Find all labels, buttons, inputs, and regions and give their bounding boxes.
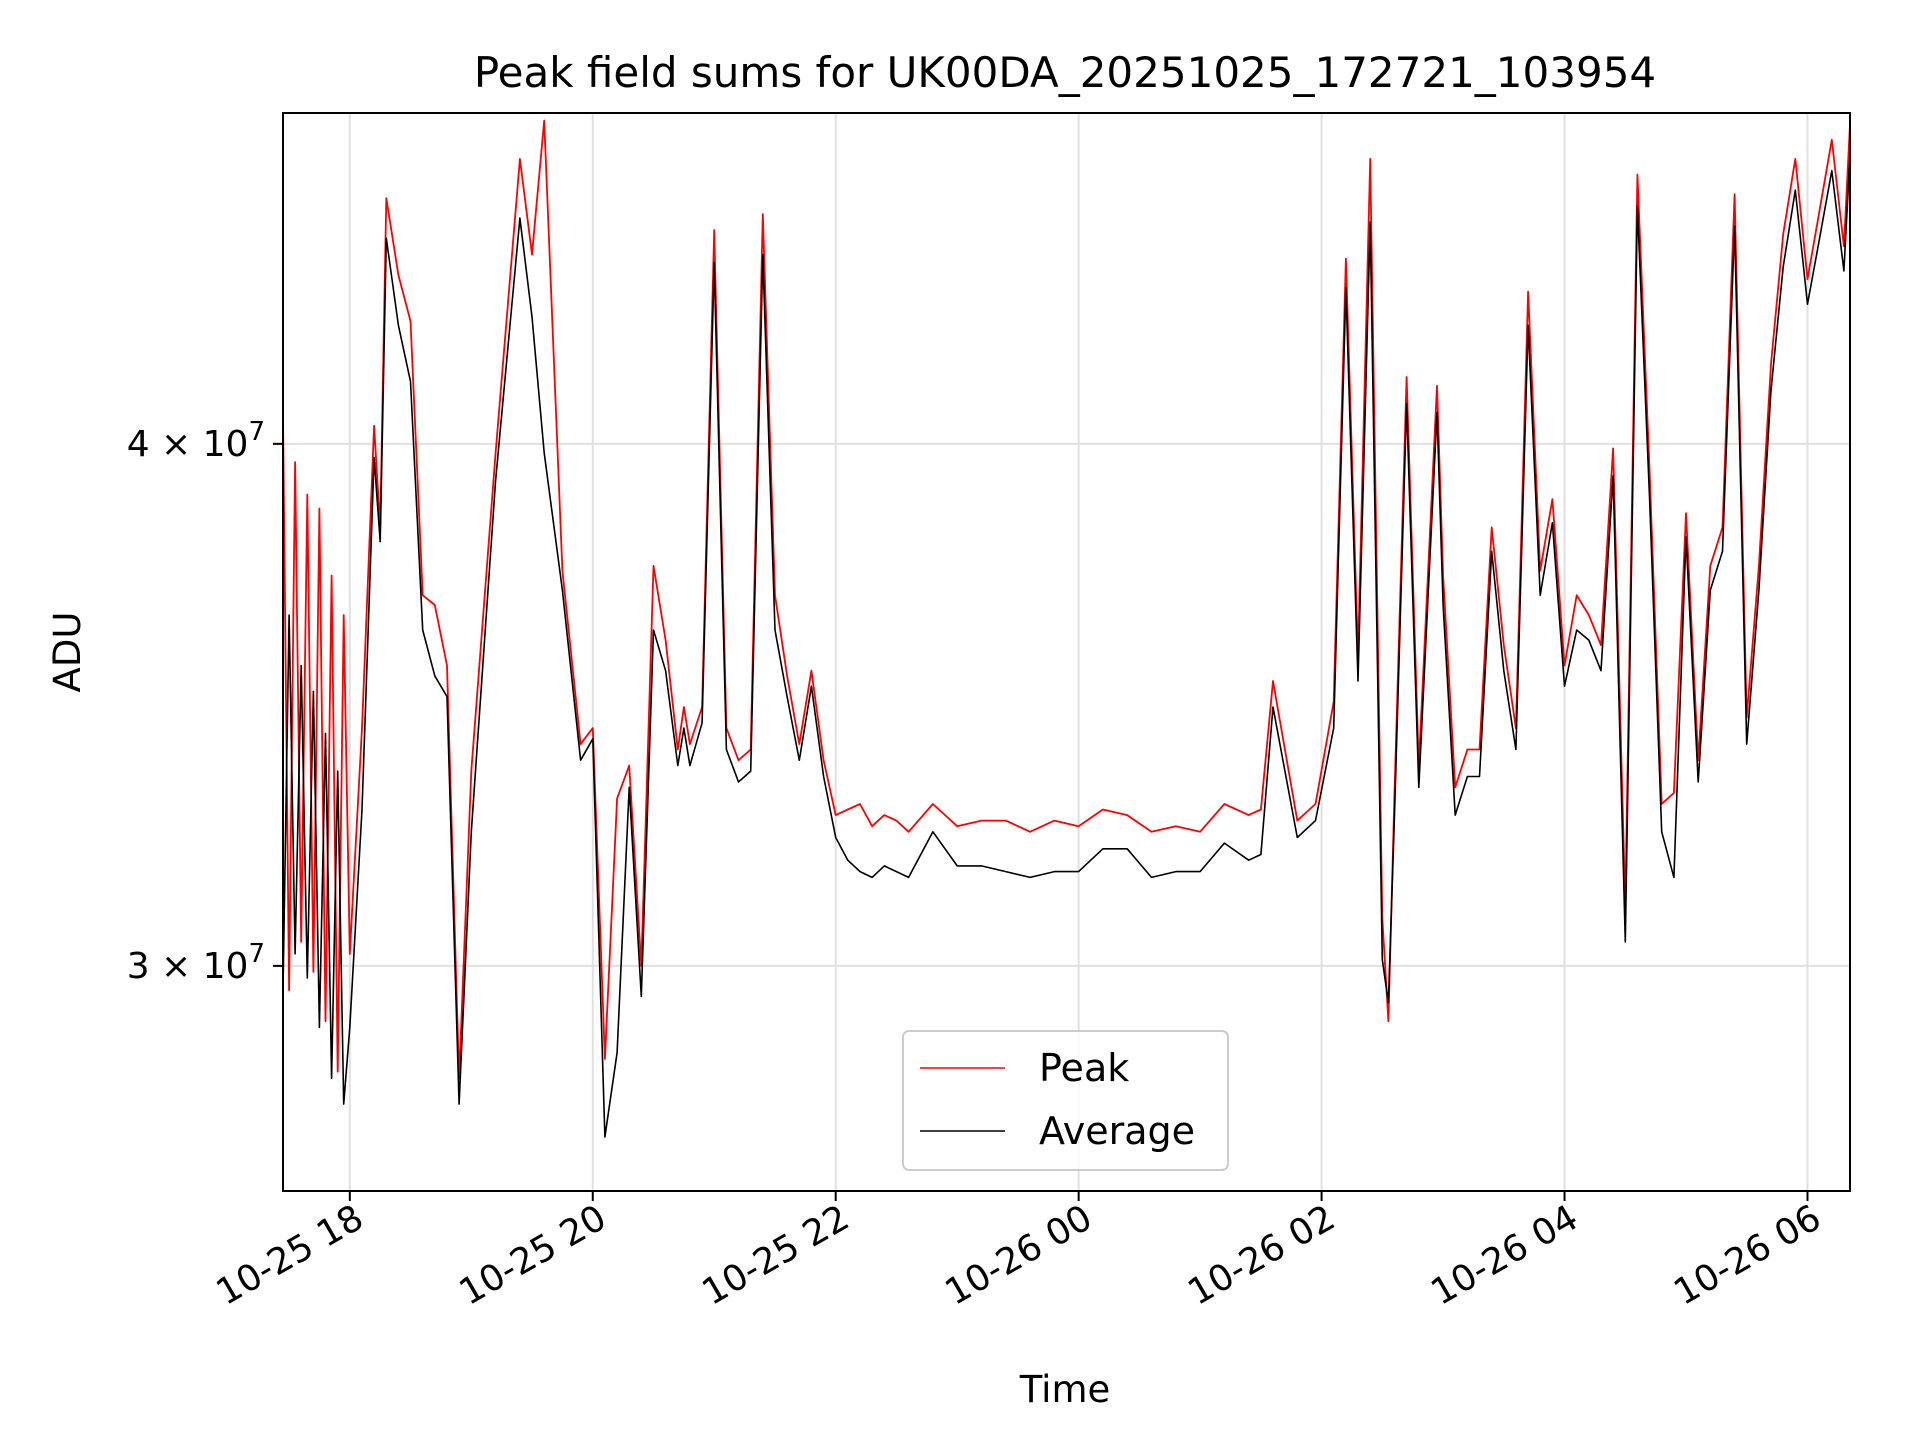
legend-label-peak: Peak: [1039, 1046, 1129, 1090]
y-axis-ticks: 3 × 107 4 × 107: [127, 417, 283, 987]
y-tick-label: 3 × 107: [127, 939, 265, 987]
legend-box: [902, 1030, 1229, 1171]
legend-label-average: Average: [1039, 1109, 1195, 1153]
chart-title: Peak field sums for UK00DA_20251025_1727…: [474, 48, 1656, 97]
plot-lines: [283, 119, 1850, 1138]
legend: Peak Average: [902, 1030, 1229, 1171]
y-axis-label: ADU: [46, 612, 89, 693]
y-tick-label: 4 × 107: [127, 417, 265, 465]
series-line-average: [283, 155, 1850, 1138]
x-axis-label: Time: [1019, 1368, 1111, 1411]
plot-area-frame: [282, 112, 1851, 1192]
